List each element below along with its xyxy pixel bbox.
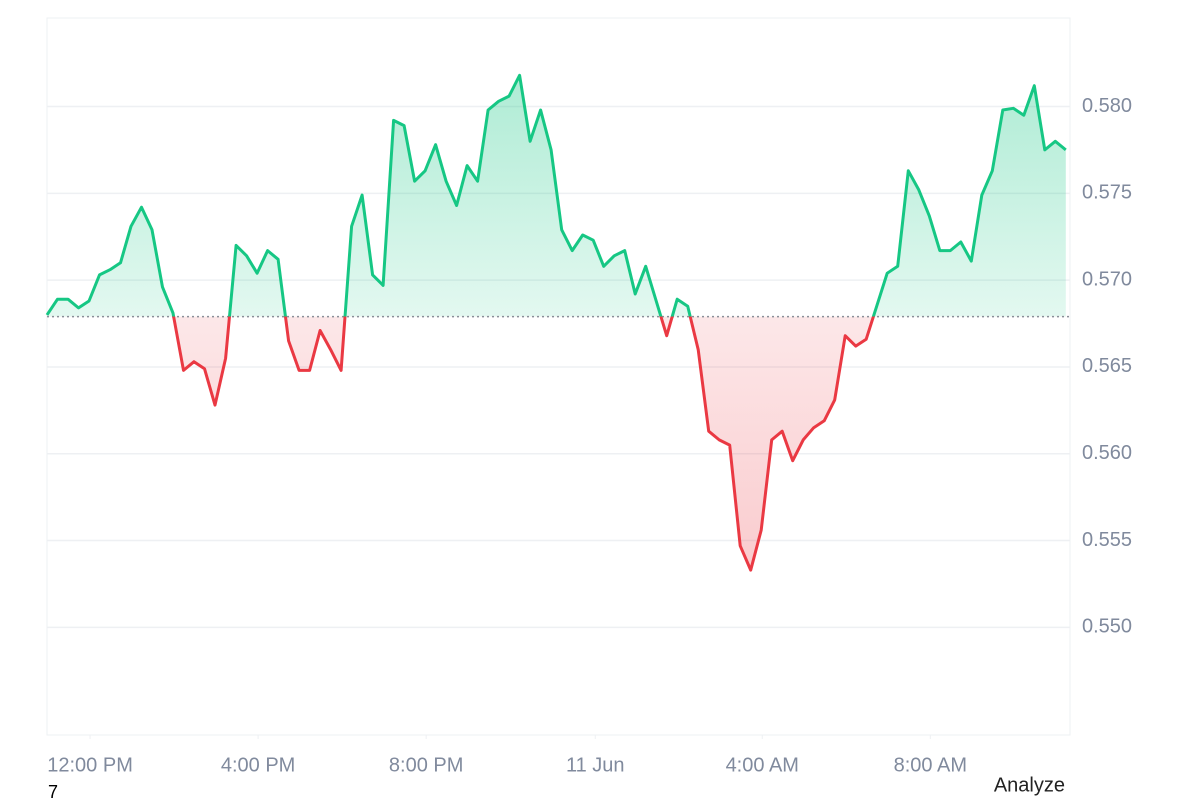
y-tick-label: 0.555 — [1082, 529, 1132, 551]
y-tick-label: 0.570 — [1082, 268, 1132, 290]
y-tick-label: 0.575 — [1082, 182, 1132, 204]
x-tick-label: 11 Jun — [566, 754, 625, 776]
y-tick-label: 0.560 — [1082, 442, 1132, 464]
price-area — [47, 75, 1066, 571]
x-tick-label: 4:00 PM — [221, 754, 295, 776]
logo: 7 — [48, 782, 58, 800]
x-tick-label: 8:00 PM — [389, 754, 463, 776]
x-tick-label: 4:00 AM — [726, 754, 799, 776]
x-tick-label: 8:00 AM — [894, 754, 967, 776]
y-tick-label: 0.565 — [1082, 355, 1132, 377]
price-line — [45, 73, 1067, 572]
plot-frame — [46, 17, 1071, 736]
x-tick-label: 12:00 PM — [47, 754, 133, 776]
analyze-button[interactable]: Analyze — [994, 774, 1065, 796]
y-tick-label: 0.580 — [1082, 95, 1132, 117]
y-tick-label: 0.550 — [1082, 616, 1132, 638]
